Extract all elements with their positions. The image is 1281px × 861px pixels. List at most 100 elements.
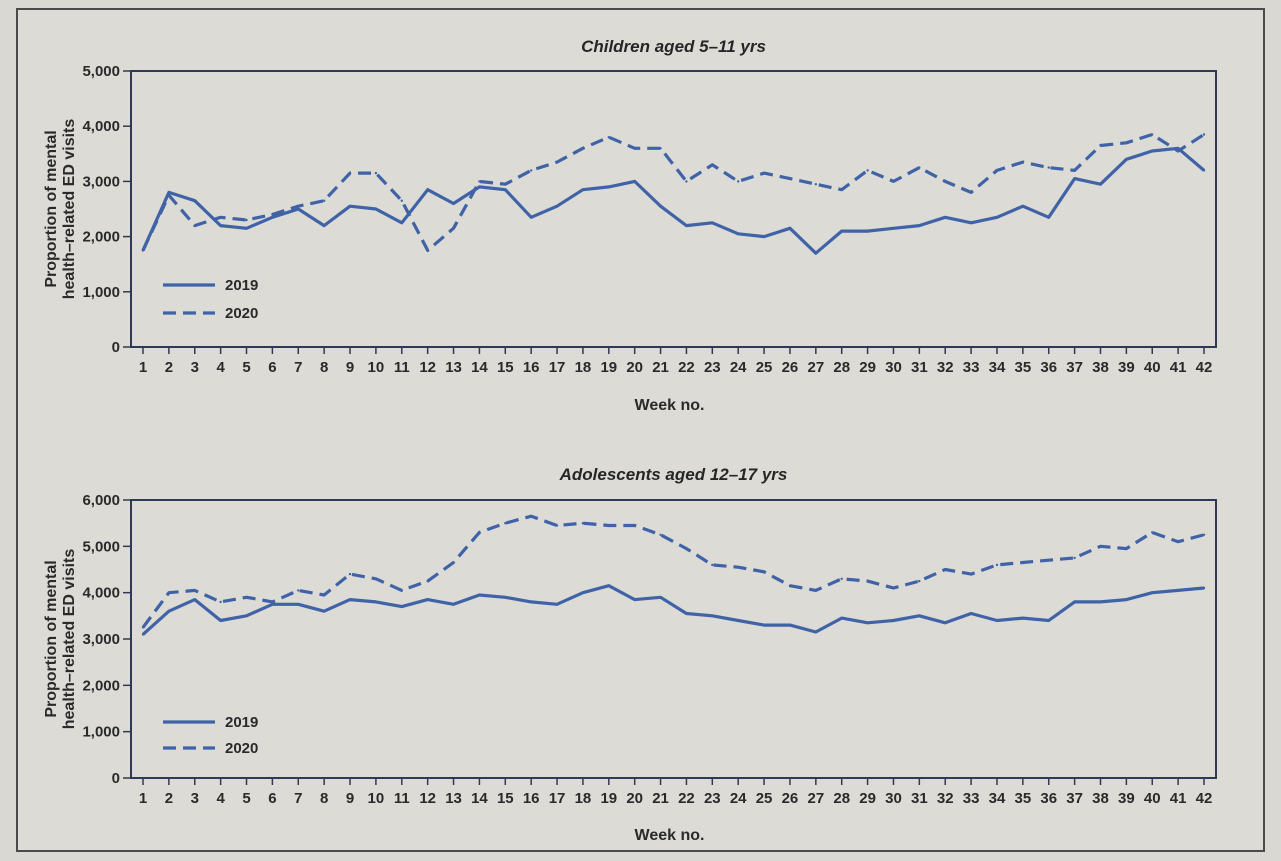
- chart-frame: Children aged 5–11 yrs 0 1,000 2,000 3,000 4,…: [16, 8, 1265, 852]
- x-tick-label: 19: [600, 790, 617, 807]
- y-tick-label: 6,000: [82, 492, 120, 509]
- data-point-2020: [141, 249, 145, 252]
- x-tick-label: 35: [1015, 359, 1032, 376]
- legend-label-2019: 2019: [225, 714, 258, 731]
- data-point-2020: [659, 147, 662, 150]
- x-tick-label: 21: [652, 790, 669, 807]
- x-tick-label: 24: [730, 790, 747, 807]
- data-point-2019: [219, 619, 222, 622]
- data-point-2020: [1151, 531, 1154, 534]
- x-tick-label: 40: [1144, 790, 1161, 807]
- x-tick-label: 25: [756, 790, 773, 807]
- data-point-2019: [374, 207, 378, 211]
- data-point-2019: [1047, 216, 1050, 219]
- data-point-2019: [322, 610, 326, 613]
- data-point-2020: [219, 216, 222, 219]
- chart-2: Adolescents aged 12–17 yrs 0 1,000 2,000 3,0…: [43, 465, 1217, 844]
- data-point-2019: [607, 185, 610, 189]
- data-point-2019: [271, 603, 274, 606]
- data-point-2020: [193, 589, 196, 592]
- data-point-2019: [348, 205, 352, 208]
- data-point-2019: [840, 616, 843, 620]
- data-point-2020: [400, 589, 403, 592]
- data-point-2019: [581, 591, 585, 594]
- chart-title: Children aged 5–11 yrs: [581, 37, 766, 56]
- x-tick-label: 38: [1092, 359, 1109, 376]
- data-point-2020: [193, 224, 196, 227]
- data-point-2020: [840, 188, 843, 191]
- data-point-2019: [944, 621, 947, 624]
- data-point-2020: [995, 563, 999, 567]
- data-point-2019: [504, 188, 507, 191]
- data-point-2020: [1125, 141, 1128, 144]
- data-point-2020: [840, 577, 843, 580]
- data-point-2020: [866, 169, 869, 172]
- x-tick-label: 2: [165, 359, 173, 376]
- data-point-2019: [788, 227, 792, 230]
- data-point-2020: [1151, 133, 1154, 136]
- data-point-2019: [892, 619, 895, 622]
- x-tick-label: 39: [1118, 790, 1135, 807]
- data-point-2019: [348, 598, 352, 601]
- series-line-2019: [141, 584, 1205, 636]
- y-axis-label-line: Proportion of mental: [43, 130, 60, 287]
- data-point-2019: [685, 224, 688, 227]
- series-line-2019: [141, 146, 1206, 255]
- data-point-2019: [814, 252, 817, 255]
- data-point-2019: [452, 603, 455, 606]
- data-point-2019: [1151, 149, 1154, 153]
- data-point-2019: [1021, 205, 1025, 208]
- data-point-2019: [297, 603, 300, 606]
- data-point-2019: [400, 605, 403, 608]
- data-point-2020: [685, 547, 688, 550]
- x-tick-label: 20: [626, 359, 643, 376]
- data-point-2020: [348, 171, 352, 175]
- data-point-2019: [478, 185, 481, 189]
- data-point-2019: [297, 207, 300, 211]
- x-tick-label: 41: [1170, 790, 1187, 807]
- data-point-2020: [581, 522, 585, 525]
- x-tick-label: 1: [139, 790, 147, 807]
- x-tick-label: 16: [523, 790, 540, 807]
- data-point-2019: [944, 216, 947, 219]
- x-tick-label: 15: [497, 359, 514, 376]
- x-tick-label: 17: [549, 790, 566, 807]
- x-tick-label: 37: [1066, 359, 1083, 376]
- data-point-2020: [1099, 144, 1102, 147]
- y-axis-label-line: health–related ED visits: [61, 119, 78, 300]
- data-point-2020: [1125, 547, 1128, 550]
- data-point-2020: [814, 589, 817, 592]
- data-point-2020: [504, 522, 507, 525]
- data-point-2019: [167, 191, 171, 194]
- x-tick-label: 19: [600, 359, 617, 376]
- data-point-2020: [1073, 169, 1076, 172]
- data-point-2020: [1099, 545, 1102, 548]
- x-tick-label: 9: [346, 790, 354, 807]
- x-tick-label: 6: [268, 359, 276, 376]
- data-point-2019: [452, 202, 455, 205]
- x-tick-label: 35: [1015, 790, 1032, 807]
- data-point-2020: [633, 524, 636, 527]
- data-point-2019: [633, 180, 636, 183]
- x-tick-label: 29: [859, 790, 876, 807]
- data-point-2020: [219, 600, 222, 604]
- x-tick-label: 16: [523, 359, 540, 376]
- data-point-2019: [685, 612, 688, 615]
- x-tick-label: 4: [216, 790, 225, 807]
- y-tick-label: 0: [112, 770, 120, 787]
- data-point-2020: [1073, 556, 1076, 560]
- data-point-2020: [737, 180, 740, 183]
- data-point-2020: [555, 160, 559, 164]
- x-axis-label: Week no.: [635, 827, 705, 844]
- y-axis-label-line: Proportion of mental: [43, 560, 60, 717]
- x-tick-label: 41: [1170, 359, 1187, 376]
- data-point-2019: [1176, 589, 1180, 592]
- data-point-2019: [504, 596, 507, 599]
- data-point-2019: [788, 623, 792, 627]
- data-point-2020: [322, 593, 326, 597]
- x-tick-label: 42: [1196, 359, 1213, 376]
- data-point-2020: [1202, 133, 1206, 136]
- data-point-2019: [141, 633, 145, 636]
- x-tick-label: 36: [1040, 790, 1057, 807]
- x-tick-label: 36: [1040, 359, 1057, 376]
